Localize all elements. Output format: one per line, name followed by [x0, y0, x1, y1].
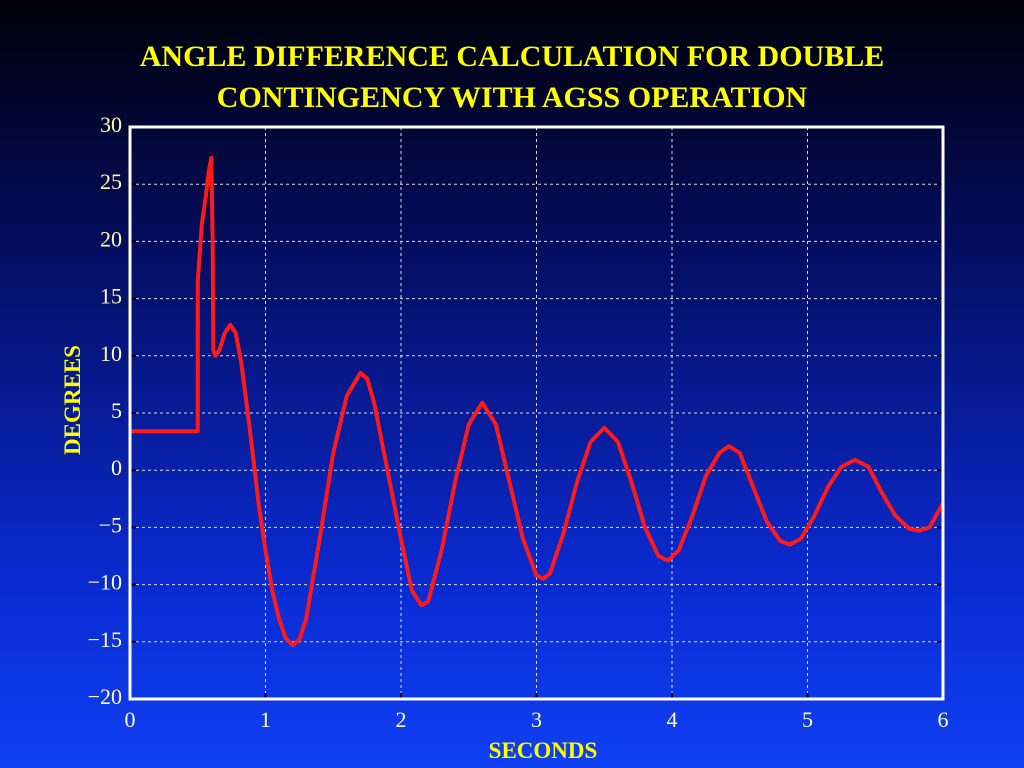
y-tick-label: −10 — [88, 570, 122, 595]
plot-frame — [128, 125, 945, 701]
chart-title: CONTINGENCY WITH AGSS OPERATION — [217, 81, 808, 114]
x-axis-label: SECONDS — [489, 738, 598, 763]
y-tick-label: 25 — [100, 169, 122, 194]
x-tick-label: 5 — [802, 707, 813, 732]
y-tick-label: −5 — [99, 512, 122, 537]
y-tick-label: 20 — [100, 226, 122, 251]
y-tick-label: 15 — [100, 284, 122, 309]
x-tick-label: 3 — [531, 707, 542, 732]
y-tick-label: 0 — [111, 455, 122, 480]
y-tick-label: 10 — [100, 341, 122, 366]
x-tick-label: 2 — [396, 707, 407, 732]
y-tick-label: −15 — [88, 627, 122, 652]
y-axis-label: DEGREES — [60, 345, 85, 455]
chart-title: ANGLE DIFFERENCE CALCULATION FOR DOUBLE — [140, 40, 885, 73]
y-tick-label: 30 — [100, 112, 122, 137]
data-line — [130, 155, 945, 648]
x-tick-label: 4 — [667, 707, 678, 732]
y-tick-label: −20 — [88, 684, 122, 709]
x-tick-label: 1 — [260, 707, 271, 732]
y-tick-label: 5 — [111, 398, 122, 423]
x-tick-label: 6 — [938, 707, 949, 732]
x-tick-label: 0 — [125, 707, 136, 732]
